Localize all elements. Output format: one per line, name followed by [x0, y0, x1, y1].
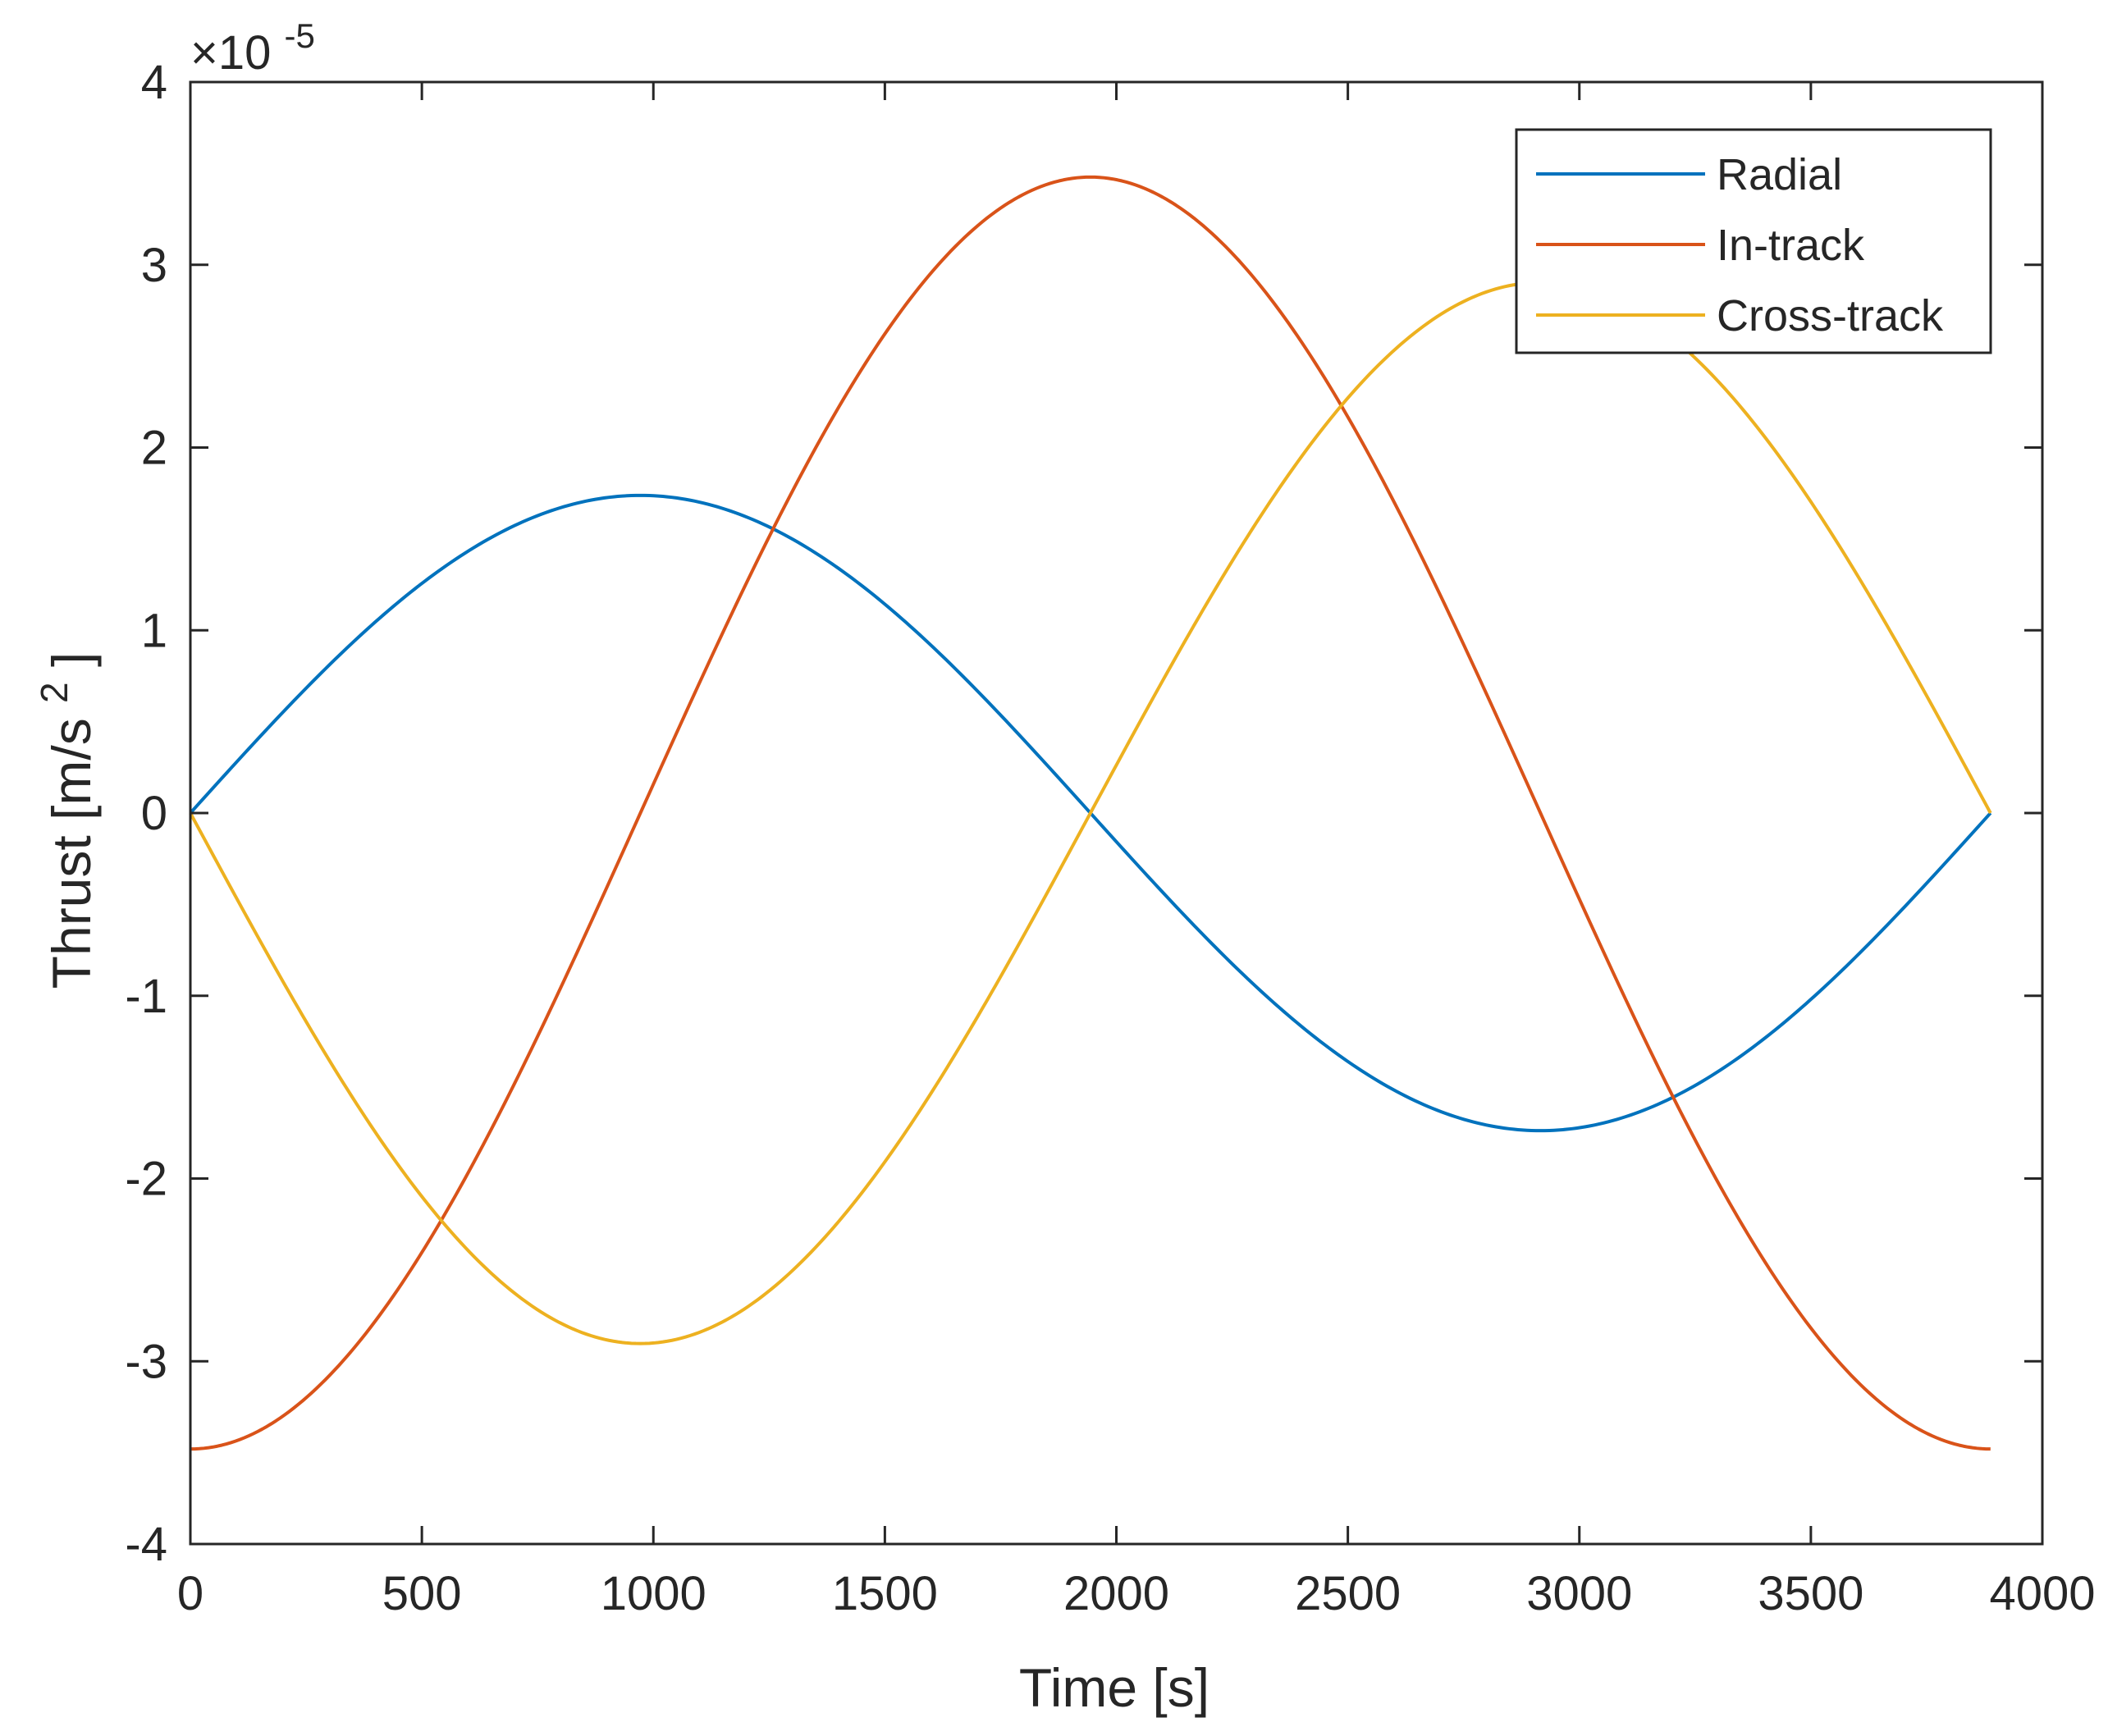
- x-axis-label: Time [s]: [1019, 1657, 1209, 1718]
- y-tick-label: -1: [125, 970, 167, 1023]
- ticks-layer: 0 500 1000 1500 2000 2500 3000 3500 4000 -4 -3 -2 -1…: [125, 56, 2095, 1620]
- x-tick-label: 4000: [1989, 1567, 2095, 1620]
- x-tick-label: 2000: [1063, 1567, 1169, 1620]
- y-exponent-power: -5: [285, 16, 315, 55]
- y-tick-label: 3: [141, 239, 167, 292]
- x-tick-label: 500: [382, 1567, 462, 1620]
- x-tick-label: 0: [177, 1567, 203, 1620]
- y-axis-label-suffix: ]: [41, 652, 102, 667]
- series-line-in-track: [190, 175, 1991, 1451]
- y-axis-label-main: Thrust [m/s: [41, 718, 102, 989]
- y-exponent-prefix: ×10: [190, 26, 271, 80]
- x-tick-label: 1500: [832, 1567, 938, 1620]
- legend-label-cross-track: Cross-track: [1717, 291, 1944, 340]
- y-tick-label: 2: [141, 422, 167, 475]
- y-tick-label: 1: [141, 604, 167, 657]
- y-axis-label: Thrust [m/s 2 ]: [18, 652, 102, 989]
- legend: Radial In-track Cross-track: [1515, 128, 1992, 354]
- x-tick-label: 2500: [1295, 1567, 1401, 1620]
- x-tick-label: 3000: [1526, 1567, 1632, 1620]
- y-tick-label: 4: [141, 56, 167, 109]
- x-tick-label: 3500: [1758, 1567, 1863, 1620]
- y-tick-label: -2: [125, 1153, 167, 1206]
- y-axis-exponent: ×10 -5: [190, 16, 315, 80]
- y-axis-label-superscript: 2: [33, 682, 75, 703]
- x-tick-label: 1000: [601, 1567, 706, 1620]
- y-tick-label: 0: [141, 787, 167, 840]
- y-tick-label: -3: [125, 1335, 167, 1388]
- legend-label-in-track: In-track: [1717, 221, 1865, 270]
- legend-label-radial: Radial: [1717, 150, 1842, 199]
- y-tick-label: -4: [125, 1518, 167, 1571]
